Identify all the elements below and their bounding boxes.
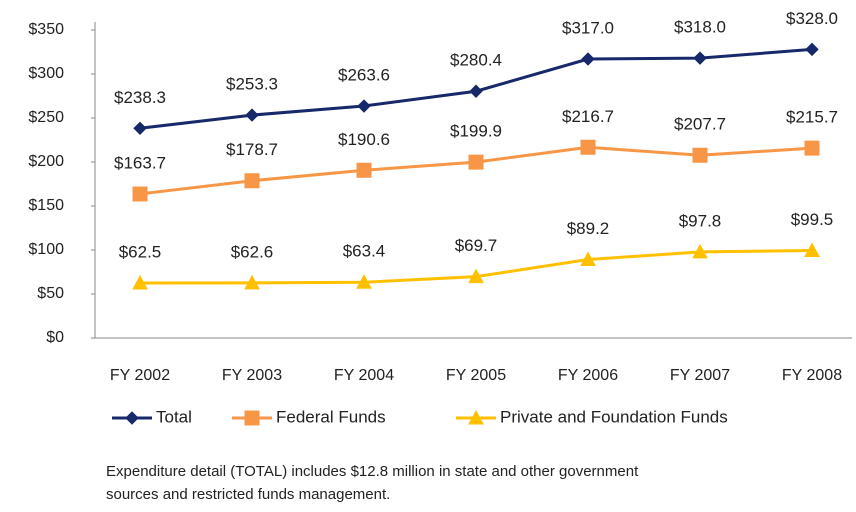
y-tick-label: $50 xyxy=(37,285,64,302)
data-point xyxy=(804,140,820,156)
data-point xyxy=(469,84,483,98)
y-tick-label: $350 xyxy=(28,21,64,38)
data-label: $317.0 xyxy=(562,19,614,38)
data-point xyxy=(581,52,595,66)
data-label: $199.9 xyxy=(450,122,502,141)
legend-label: Private and Foundation Funds xyxy=(500,407,728,426)
data-point xyxy=(692,147,708,163)
data-label: $207.7 xyxy=(674,115,726,134)
data-point xyxy=(693,51,707,65)
caption: sources and restricted funds management. xyxy=(106,486,390,503)
data-point xyxy=(468,268,484,284)
data-label: $190.6 xyxy=(338,130,390,149)
legend-label: Federal Funds xyxy=(276,407,386,426)
data-point xyxy=(692,243,708,259)
data-label: $328.0 xyxy=(786,9,838,28)
x-tick-label: FY 2006 xyxy=(558,367,618,384)
data-label: $253.3 xyxy=(226,75,278,94)
data-point xyxy=(804,242,820,257)
data-label: $280.4 xyxy=(450,51,502,70)
data-label: $62.6 xyxy=(231,242,274,261)
y-tick-label: $200 xyxy=(28,153,64,170)
data-point xyxy=(580,251,596,267)
data-point xyxy=(468,154,484,170)
data-point xyxy=(580,139,596,155)
data-point xyxy=(356,274,372,289)
y-tick-label: $300 xyxy=(28,65,64,82)
data-label: $318.0 xyxy=(674,18,726,37)
data-label: $238.3 xyxy=(114,88,166,107)
data-point xyxy=(245,108,259,122)
data-point xyxy=(244,274,260,290)
data-label: $63.4 xyxy=(343,242,386,261)
data-point xyxy=(132,274,148,290)
data-label: $89.2 xyxy=(567,219,610,238)
data-label: $178.7 xyxy=(226,140,278,159)
data-label: $263.6 xyxy=(338,66,390,85)
y-tick-label: $0 xyxy=(46,329,64,346)
x-tick-label: FY 2007 xyxy=(670,367,730,384)
data-label: $69.7 xyxy=(455,236,498,255)
x-tick-label: FY 2005 xyxy=(446,367,506,384)
data-point xyxy=(244,173,260,189)
legend-marker xyxy=(468,409,484,425)
data-point xyxy=(132,186,148,202)
data-label: $215.7 xyxy=(786,108,838,127)
legend-marker xyxy=(244,410,260,426)
x-tick-label: FY 2008 xyxy=(782,367,842,384)
legend-marker xyxy=(125,411,139,425)
y-tick-label: $150 xyxy=(28,197,64,214)
legend-label: Total xyxy=(156,407,192,426)
data-label: $62.5 xyxy=(119,242,162,261)
caption: Expenditure detail (TOTAL) includes $12.… xyxy=(106,463,639,480)
data-label: $99.5 xyxy=(791,210,834,229)
x-tick-label: FY 2004 xyxy=(334,367,394,384)
x-tick-label: FY 2002 xyxy=(110,367,170,384)
data-point xyxy=(357,99,371,113)
x-tick-label: FY 2003 xyxy=(222,367,282,384)
y-tick-label: $100 xyxy=(28,241,64,258)
y-tick-label: $250 xyxy=(28,109,64,126)
data-point xyxy=(356,162,372,178)
data-label: $97.8 xyxy=(679,211,722,230)
data-point xyxy=(805,42,819,57)
data-point xyxy=(133,121,147,136)
data-label: $163.7 xyxy=(114,153,166,172)
data-label: $216.7 xyxy=(562,107,614,126)
